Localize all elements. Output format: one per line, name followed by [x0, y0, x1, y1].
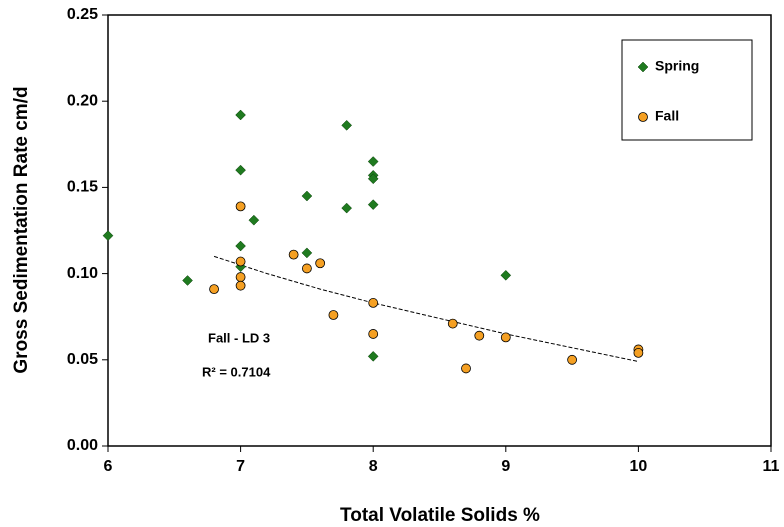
point: [367, 156, 379, 167]
y-tick-label: 0.00: [67, 437, 98, 454]
legend-label: Spring: [655, 58, 699, 74]
x-tick-label: 11: [763, 458, 780, 475]
y-tick-label: 0.05: [67, 351, 98, 368]
legend-label: Fall: [655, 108, 679, 124]
legend-marker: [638, 112, 648, 122]
x-axis-title: Total Volatile Solids %: [340, 505, 540, 526]
x-tick-label: 9: [501, 458, 510, 475]
point: [235, 240, 246, 252]
point: [235, 164, 246, 176]
legend-box: [621, 39, 753, 141]
point: [341, 202, 353, 214]
x-tick-label: 8: [369, 458, 378, 475]
y-tick-label: 0.10: [67, 265, 98, 282]
trend-label: Fall - LD 3: [208, 330, 270, 345]
x-tick-label: 6: [104, 458, 113, 475]
point: [235, 201, 246, 212]
point: [235, 256, 246, 267]
point: [235, 272, 246, 282]
point: [235, 280, 246, 291]
r-squared: R² = 0.7104: [202, 364, 271, 379]
y-tick-label: 0.20: [67, 92, 98, 109]
point: [500, 269, 512, 281]
point: [209, 284, 219, 295]
point: [447, 318, 458, 329]
point: [235, 109, 246, 121]
point: [328, 310, 339, 320]
point: [301, 247, 313, 259]
y-tick-label: 0.15: [67, 179, 98, 196]
point: [315, 258, 326, 269]
point: [248, 214, 260, 226]
point: [367, 173, 379, 185]
trendline: [213, 255, 639, 363]
point: [474, 330, 485, 341]
legend-marker: [637, 61, 649, 73]
point: [301, 190, 313, 202]
point: [301, 263, 312, 274]
x-tick-label: 10: [630, 458, 648, 475]
point: [633, 348, 644, 358]
y-axis-title: Gross Sedimentation Rate cm/d: [11, 86, 32, 373]
point: [368, 329, 379, 339]
point: [341, 119, 353, 131]
point: [567, 354, 577, 365]
point: [182, 275, 193, 286]
point: [368, 298, 379, 308]
point: [288, 249, 299, 260]
x-tick-label: 7: [236, 458, 245, 475]
point: [102, 230, 114, 242]
point: [367, 350, 379, 362]
y-tick-label: 0.25: [67, 6, 98, 23]
point: [367, 199, 379, 210]
point: [500, 332, 511, 343]
point: [461, 363, 471, 374]
